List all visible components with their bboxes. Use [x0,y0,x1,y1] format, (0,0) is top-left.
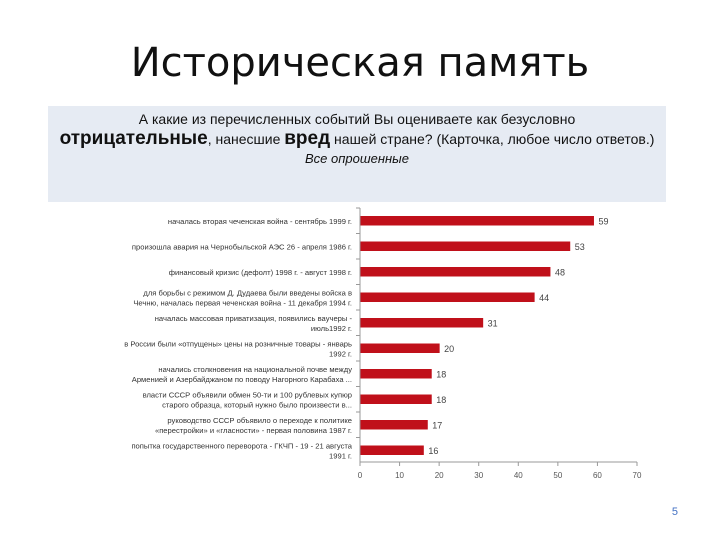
data-label: 20 [444,344,454,354]
bar [360,318,484,328]
category-label: в России были «отпущены» цены на розничн… [124,339,352,348]
x-tick-label: 30 [474,471,483,480]
x-tick-label: 10 [395,471,404,480]
bar [360,394,432,404]
x-tick-label: 50 [553,471,562,480]
x-tick-label: 20 [435,471,444,480]
bar [360,343,440,353]
data-label: 59 [598,216,608,226]
question-tail-text: нашей стране? (Карточка, любое число отв… [330,131,655,147]
data-label: 18 [436,369,446,379]
category-label: власти СССР объявили обмен 50-ти и 100 р… [143,390,352,399]
category-label: «перестройки» и «гласности» - первая пол… [155,426,352,435]
category-label: произошла авария на Чернобыльской АЭС 26… [132,242,352,251]
category-label: началась массовая приватизация, появилис… [155,314,353,323]
bar [360,292,535,302]
category-label: руководство СССР объявило о переходе к п… [167,416,352,425]
bar [360,369,432,379]
bar [360,267,551,277]
category-label: Чечню, началась первая чеченская война -… [133,298,352,307]
data-label: 53 [575,242,585,252]
bar [360,445,424,455]
bar [360,216,594,226]
bar [360,241,571,251]
data-label: 16 [428,446,438,456]
category-label: Арменией и Азербайджаном по поводу Нагор… [132,375,352,384]
bar [360,420,428,430]
question-emphasis-negative: отрицательные [59,128,208,149]
question-subtitle: Все опрошенные [305,151,409,166]
question-line-2: отрицательные, нанесшие вред нашей стран… [48,129,666,149]
x-tick-label: 0 [358,471,363,480]
bar-chart-svg: 0 10 20 30 40 50 60 70 59 началась вторая чеченск… [124,207,642,480]
category-label: 1991 г. [329,451,352,460]
category-label: началась вторая чеченская война - сентяб… [168,217,352,226]
slide-title: Историческая память [130,40,590,86]
category-label: для борьбы с режимом Д. Дудаева были вве… [143,288,352,297]
category-label: начались столкновения на национальной по… [158,365,352,374]
category-label: старого образца, который нужно было прои… [162,400,352,409]
x-tick-label: 60 [593,471,602,480]
question-mid-text: , нанесшие [207,131,285,147]
page-number: 5 [671,506,678,518]
category-label: финансовый кризис (дефолт) 1998 г. - авг… [169,268,352,277]
data-label: 18 [436,395,446,405]
bar-chart: 0 10 20 30 40 50 60 70 59 началась вторая чеченск… [0,200,720,490]
category-label: 1992 г. [329,349,352,358]
data-label: 44 [539,293,549,303]
category-label: попытка государственного переворота - ГК… [131,441,352,450]
question-box: А какие из перечисленных событий Вы оцен… [48,106,666,202]
data-label: 17 [432,420,442,430]
data-label: 48 [555,267,565,277]
category-label: июль1992 г. [311,324,352,333]
x-tick-label: 40 [514,471,523,480]
data-label: 31 [488,318,498,328]
question-emphasis-harm: вред [284,128,331,149]
x-tick-label: 70 [633,471,642,480]
question-line-1: А какие из перечисленных событий Вы оцен… [138,111,576,127]
